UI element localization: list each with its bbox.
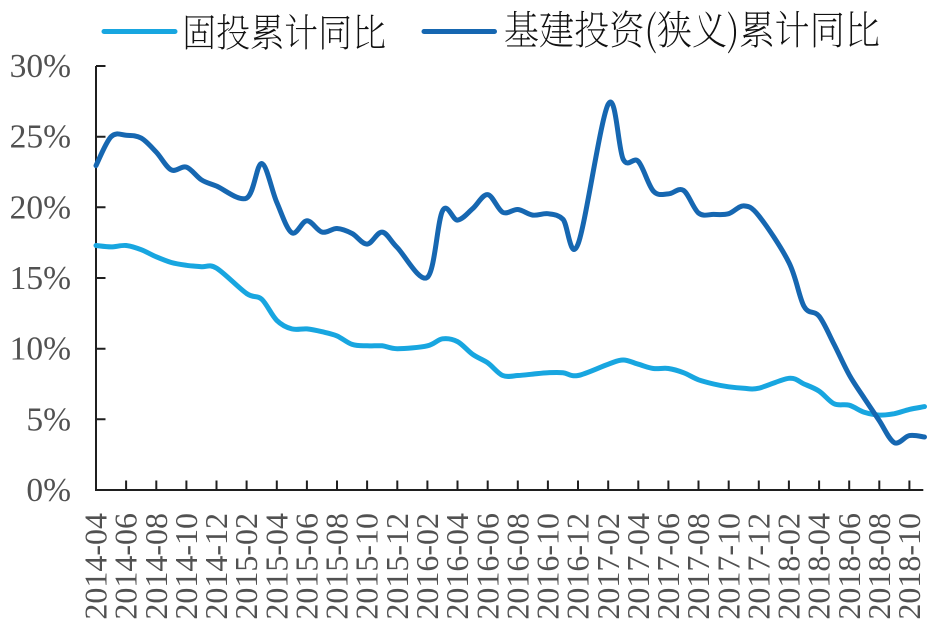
svg-text:2015-08: 2015-08 [319, 513, 355, 620]
svg-text:2015-10: 2015-10 [349, 513, 385, 620]
svg-text:2016-08: 2016-08 [499, 513, 535, 620]
svg-text:2018-06: 2018-06 [831, 513, 867, 620]
svg-text:2016-06: 2016-06 [469, 513, 505, 620]
svg-text:2016-02: 2016-02 [409, 513, 445, 620]
svg-text:10%: 10% [10, 331, 71, 368]
svg-text:2017-10: 2017-10 [710, 513, 746, 620]
svg-text:2017-08: 2017-08 [680, 513, 716, 620]
svg-text:30%: 30% [10, 48, 71, 85]
svg-text:2015-12: 2015-12 [379, 513, 415, 620]
svg-text:25%: 25% [10, 119, 71, 156]
svg-text:2018-10: 2018-10 [891, 513, 927, 620]
svg-text:15%: 15% [10, 260, 71, 297]
svg-text:2014-12: 2014-12 [198, 513, 234, 620]
svg-text:2017-04: 2017-04 [620, 513, 656, 620]
svg-text:2015-02: 2015-02 [228, 513, 264, 620]
svg-text:2015-04: 2015-04 [258, 513, 294, 620]
svg-text:2016-04: 2016-04 [439, 513, 475, 620]
svg-text:20%: 20% [10, 189, 71, 226]
svg-text:5%: 5% [26, 401, 71, 438]
svg-text:2014-06: 2014-06 [108, 513, 144, 620]
svg-text:2014-08: 2014-08 [138, 513, 174, 620]
svg-text:0%: 0% [26, 472, 71, 509]
svg-text:2015-06: 2015-06 [289, 513, 325, 620]
svg-text:2018-02: 2018-02 [771, 513, 807, 620]
svg-text:2017-12: 2017-12 [740, 513, 776, 620]
svg-text:2016-12: 2016-12 [560, 513, 596, 620]
svg-text:2016-10: 2016-10 [530, 513, 566, 620]
svg-text:2014-10: 2014-10 [168, 513, 204, 620]
svg-text:2017-06: 2017-06 [650, 513, 686, 620]
svg-text:2017-02: 2017-02 [590, 513, 626, 620]
svg-text:2018-04: 2018-04 [801, 513, 837, 620]
svg-text:2014-04: 2014-04 [78, 513, 114, 620]
svg-text:2018-08: 2018-08 [861, 513, 897, 620]
